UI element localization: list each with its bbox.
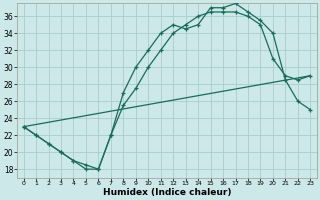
X-axis label: Humidex (Indice chaleur): Humidex (Indice chaleur) (103, 188, 231, 197)
